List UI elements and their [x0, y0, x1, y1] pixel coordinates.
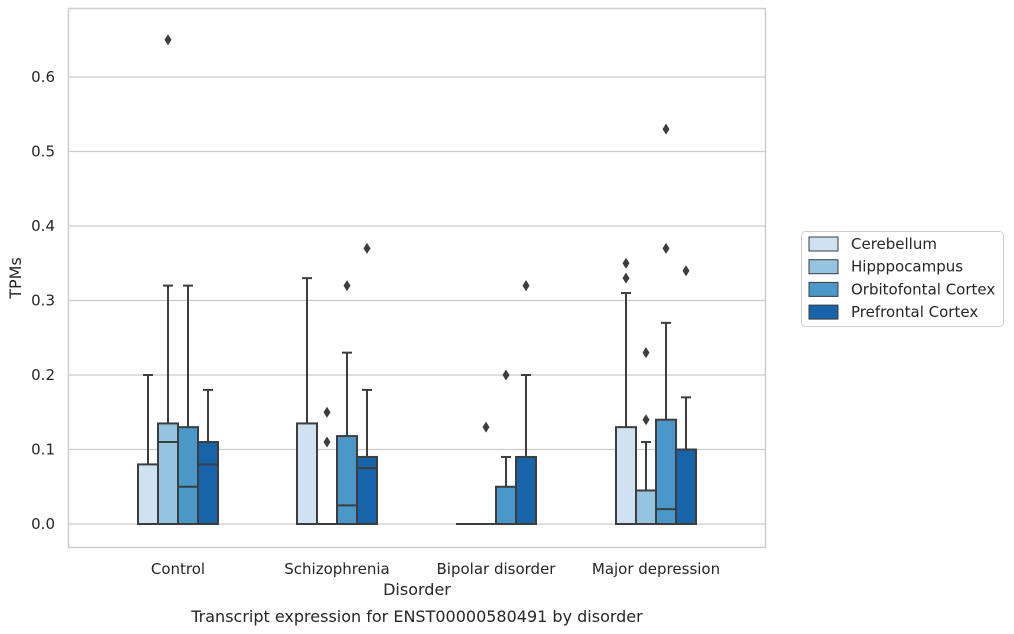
x-tick-label: Schizophrenia: [284, 560, 389, 578]
y-tick-label: 0.2: [31, 366, 55, 384]
x-tick-labels: Control Schizophrenia Bipolar disorder Majo…: [151, 560, 720, 578]
legend-swatch: [808, 259, 839, 275]
outlier-point: [642, 347, 650, 359]
box: [157, 422, 179, 525]
outlier-point: [164, 34, 172, 46]
y-tick-label: 0.6: [31, 68, 55, 86]
x-axis-label: Disorder: [383, 580, 451, 599]
box: [356, 455, 378, 526]
y-tick-label: 0.1: [31, 441, 55, 459]
outlier-point: [682, 265, 690, 277]
box: [137, 463, 159, 525]
legend: Cerebellum Hipppocampus Orbitofontal Corte…: [801, 231, 1004, 327]
legend-swatch: [808, 281, 839, 297]
legend-label: Cerebellum: [851, 235, 937, 253]
outlier-point: [622, 272, 630, 284]
outlier-point: [343, 280, 351, 292]
outlier-point: [363, 242, 371, 254]
box-series: [137, 34, 697, 526]
x-tick-label: Control: [151, 560, 205, 578]
x-tick-label: Bipolar disorder: [437, 560, 557, 578]
legend-swatch: [808, 236, 839, 252]
outlier-point: [323, 436, 331, 448]
outlier-point: [482, 421, 490, 433]
series-hipppocampus: [157, 34, 657, 526]
y-tick-label: 0.0: [31, 515, 55, 533]
outlier-point: [502, 369, 510, 381]
outlier-point: [642, 414, 650, 426]
chart-caption: Transcript expression for ENST0000058049…: [190, 607, 643, 626]
box: [296, 422, 318, 525]
plot-frame: [67, 7, 767, 549]
legend-label: Hipppocampus: [851, 258, 963, 276]
y-tick-label: 0.4: [31, 217, 55, 235]
series-prefrontal-cortex: [197, 242, 697, 526]
y-tick-label: 0.5: [31, 143, 55, 161]
box: [635, 489, 657, 526]
legend-swatch: [808, 304, 839, 320]
outlier-point: [662, 242, 670, 254]
box: [675, 448, 697, 525]
legend-frame: [801, 231, 1004, 327]
box: [177, 426, 199, 525]
box: [495, 485, 517, 525]
outlier-point: [622, 257, 630, 269]
legend-label: Prefrontal Cortex: [851, 303, 978, 321]
box: [197, 441, 219, 525]
y-tick-labels: 0.0 0.1 0.2 0.3 0.4 0.5 0.6: [31, 68, 55, 533]
x-tick-label: Major depression: [592, 560, 720, 578]
outlier-point: [522, 280, 530, 292]
outlier-point: [323, 406, 331, 418]
outlier-point: [662, 123, 670, 135]
box: [515, 455, 537, 526]
box: [615, 426, 637, 525]
y-tick-label: 0.3: [31, 292, 55, 310]
series-orbitofontal-cortex: [177, 123, 677, 526]
legend-label: Orbitofontal Cortex: [851, 280, 995, 298]
box: [336, 435, 358, 525]
y-axis-label: TPMs: [6, 257, 25, 300]
